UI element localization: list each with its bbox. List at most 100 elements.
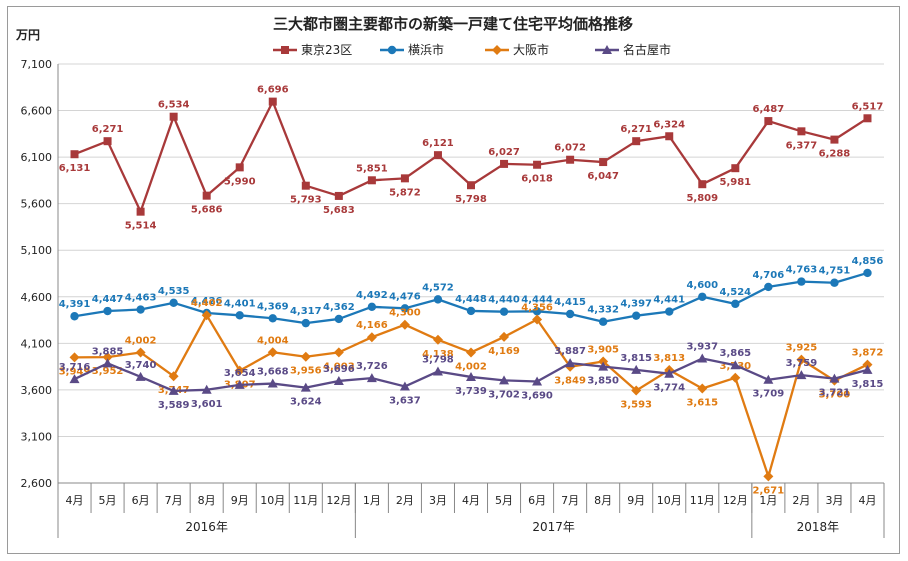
- data-point: [664, 368, 675, 378]
- data-label: 3,716: [59, 362, 91, 373]
- data-label: 4,300: [389, 308, 421, 319]
- data-point: [268, 97, 277, 106]
- data-point: [499, 331, 510, 342]
- data-label: 4,751: [819, 266, 851, 277]
- chart-frame: 三大都市圏主要都市の新築一戸建て住宅平均価格推移 万円 東京23区 横浜市 大阪市 名…: [7, 6, 900, 554]
- data-label: 3,601: [191, 399, 223, 410]
- data-point: [632, 311, 641, 320]
- year-label: 2017年: [532, 520, 575, 534]
- data-label: 4,600: [686, 280, 718, 291]
- data-point: [169, 112, 178, 121]
- data-label: 4,448: [455, 294, 487, 305]
- data-label: 3,798: [422, 354, 454, 365]
- data-label: 4,706: [753, 270, 785, 281]
- data-label: 6,377: [786, 140, 818, 151]
- x-tick-label: 6月: [132, 494, 150, 507]
- data-label: 5,872: [389, 187, 421, 198]
- data-point: [566, 155, 575, 164]
- data-label: 4,441: [653, 295, 685, 306]
- data-point: [466, 347, 476, 358]
- data-point: [632, 137, 641, 146]
- chart-title: 三大都市圏主要都市の新築一戸建て住宅平均価格推移: [273, 15, 633, 33]
- legend-label: 名古屋市: [623, 42, 671, 57]
- y-tick-label: 6,600: [21, 105, 53, 118]
- data-point: [602, 45, 612, 54]
- x-tick-label: 1月: [759, 494, 777, 507]
- data-point: [366, 332, 377, 343]
- data-point: [300, 382, 311, 392]
- x-tick-label: 8月: [198, 494, 216, 507]
- data-label: 4,003: [323, 361, 355, 372]
- data-label: 3,593: [620, 400, 652, 411]
- data-label: 3,740: [125, 360, 157, 371]
- data-point: [136, 305, 145, 314]
- data-point: [697, 353, 708, 363]
- chart-svg: 三大都市圏主要都市の新築一戸建て住宅平均価格推移 万円 東京23区 横浜市 大阪市 名…: [15, 15, 885, 538]
- x-tick-label: 12月: [723, 494, 748, 507]
- data-point: [400, 174, 409, 183]
- data-point: [366, 373, 377, 383]
- data-label: 3,925: [786, 343, 818, 354]
- data-label: 3,815: [852, 379, 884, 390]
- data-point: [499, 375, 510, 385]
- data-label: 4,332: [587, 305, 619, 316]
- data-label: 3,952: [92, 366, 124, 377]
- data-point: [387, 45, 397, 55]
- y-tick-label: 3,100: [21, 430, 53, 443]
- x-tick-label: 10月: [657, 494, 682, 507]
- data-point: [764, 282, 773, 292]
- data-point: [532, 314, 543, 325]
- data-label: 4,002: [125, 335, 157, 346]
- data-point: [136, 207, 145, 216]
- data-point: [763, 374, 774, 384]
- data-point: [598, 361, 609, 371]
- data-label: 4,415: [554, 297, 586, 308]
- data-point: [499, 307, 509, 316]
- data-point: [235, 163, 244, 172]
- data-label: 4,535: [158, 286, 190, 297]
- data-label: 4,856: [852, 256, 884, 267]
- data-point: [367, 176, 376, 185]
- data-label: 4,763: [786, 265, 818, 276]
- data-point: [863, 114, 872, 123]
- data-point: [631, 385, 642, 396]
- data-label: 6,271: [620, 124, 652, 135]
- data-point: [334, 191, 343, 200]
- y-tick-label: 4,600: [21, 291, 53, 304]
- data-label: 3,668: [257, 367, 289, 378]
- x-tick-label: 12月: [326, 494, 351, 507]
- data-label: 4,317: [290, 306, 322, 317]
- data-point: [135, 371, 146, 381]
- data-label: 4,524: [719, 287, 751, 298]
- x-tick-label: 9月: [627, 494, 645, 507]
- data-label: 5,686: [191, 205, 223, 216]
- data-label: 5,793: [290, 195, 322, 206]
- x-tick-label: 1月: [363, 494, 381, 507]
- data-point: [466, 306, 476, 316]
- data-point: [301, 181, 310, 190]
- data-label: 3,589: [158, 400, 190, 411]
- x-tick-label: 2月: [792, 494, 810, 507]
- data-point: [432, 366, 443, 376]
- data-point: [281, 46, 289, 54]
- data-label: 3,865: [719, 348, 751, 359]
- series-0: 6,131 6,271 5,514 6,534 5,686 5,990 6,696 5,793…: [59, 85, 884, 232]
- data-point: [796, 370, 807, 380]
- data-point: [599, 158, 608, 167]
- data-point: [399, 319, 410, 330]
- x-tick-label: 2月: [396, 494, 414, 507]
- data-label: 3,774: [653, 383, 685, 394]
- data-point: [598, 356, 609, 367]
- data-label: 2,671: [753, 485, 785, 496]
- data-label: 5,683: [323, 205, 355, 216]
- data-label: 3,690: [521, 391, 553, 402]
- data-label: 4,444: [521, 294, 553, 305]
- data-label: 4,002: [455, 361, 487, 372]
- data-point: [532, 376, 543, 386]
- data-point: [234, 379, 245, 389]
- data-point: [731, 299, 740, 309]
- data-label: 4,356: [521, 302, 553, 313]
- data-label: 4,166: [356, 320, 388, 331]
- data-label: 5,981: [719, 177, 751, 188]
- data-label: 4,397: [620, 299, 652, 310]
